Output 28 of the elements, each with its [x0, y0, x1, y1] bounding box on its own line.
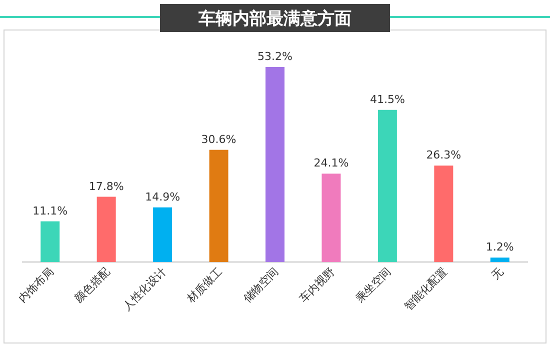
bar	[209, 150, 228, 262]
bar	[434, 166, 454, 262]
x-tick-label: 车内视野	[297, 264, 338, 306]
data-label: 14.9%	[145, 190, 180, 204]
x-tick-label: 内饰布局	[16, 264, 56, 306]
data-label: 11.1%	[32, 204, 68, 218]
x-tick-label: 颜色搭配	[72, 264, 112, 306]
x-tick-label: 智能化配置	[402, 264, 450, 314]
data-label: 26.3%	[426, 148, 462, 162]
data-label: 24.1%	[314, 156, 349, 170]
data-label: 1.2%	[486, 240, 514, 254]
bar	[322, 174, 341, 262]
bar	[40, 221, 60, 262]
data-label: 30.6%	[201, 132, 236, 146]
x-tick-label: 乘坐空间	[353, 264, 394, 306]
data-label: 41.5%	[370, 92, 405, 106]
bar	[153, 207, 172, 262]
bar	[490, 258, 510, 262]
bar	[378, 110, 397, 262]
data-label: 17.8%	[88, 180, 124, 193]
data-label: 53.2%	[258, 50, 292, 63]
bar	[96, 196, 116, 262]
x-tick-label: 无	[489, 264, 506, 282]
x-tick-label: 储物空间	[240, 264, 282, 306]
x-tick-label: 人性化设计	[120, 264, 169, 314]
chart-title: 车辆内部最满意方面	[198, 9, 352, 29]
x-tick-label: 材质做工	[184, 264, 225, 306]
bar	[266, 67, 284, 262]
